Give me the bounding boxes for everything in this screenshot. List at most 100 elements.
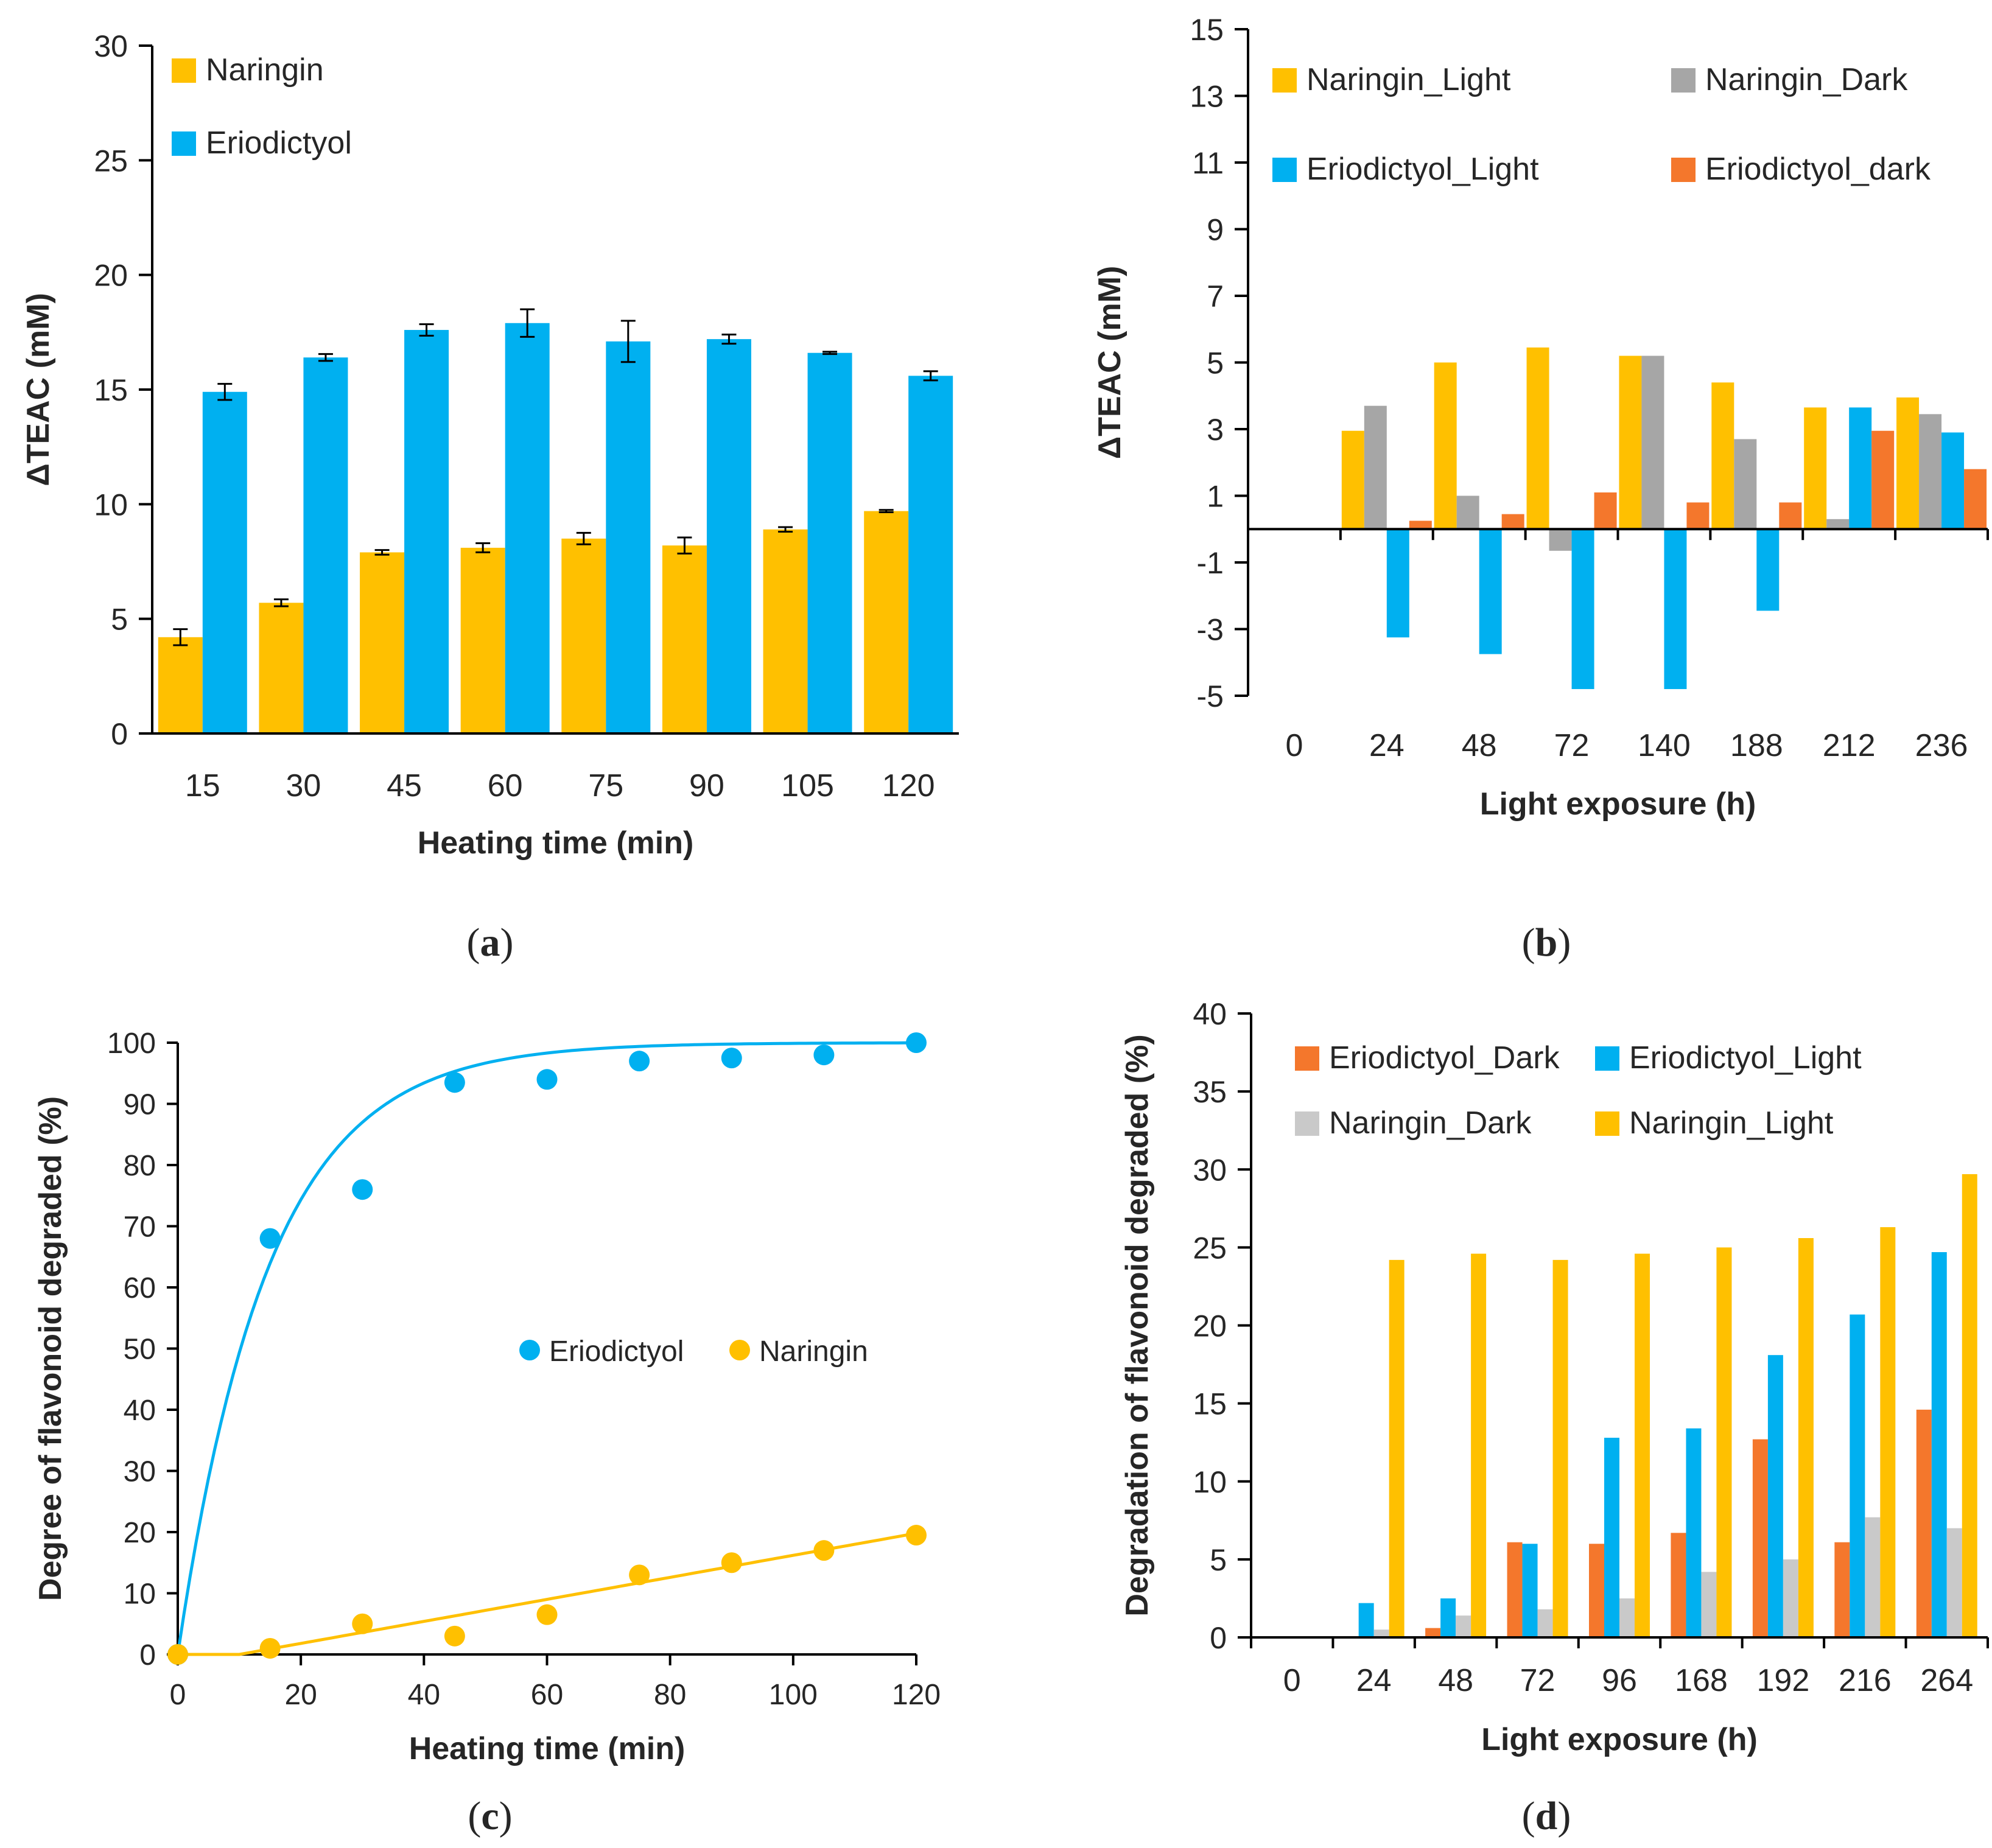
bar-eriodictyol-light	[1941, 432, 1965, 530]
point-naringin	[444, 1625, 465, 1647]
legend-label: Naringin_Dark	[1705, 62, 1908, 97]
bar-eriodictyol-light	[1522, 1544, 1538, 1637]
point-naringin	[629, 1564, 650, 1586]
bar-eriodictyol-dark	[1916, 1409, 1932, 1637]
legend-marker	[519, 1340, 540, 1360]
bar-eriodictyol-light	[1756, 529, 1780, 611]
legend-swatch	[1671, 68, 1696, 93]
point-eriodictyol	[629, 1051, 650, 1072]
bar-eriodictyol-light	[1479, 529, 1502, 654]
y-tick-label: -3	[1197, 613, 1224, 647]
legend-swatch	[1671, 158, 1696, 182]
legend-swatch	[1595, 1046, 1619, 1071]
y-axis-title: Degradation of flavonoid degraded (%)	[1120, 1034, 1155, 1616]
legend-swatch	[1295, 1111, 1319, 1136]
y-tick-label: 30	[1193, 1153, 1227, 1187]
x-tick-label: 45	[387, 768, 422, 803]
bar-naringin	[561, 538, 606, 733]
bar-naringin-dark	[1456, 1615, 1471, 1637]
bar-eriodictyol-light	[1849, 407, 1872, 530]
x-tick-label: 0	[1283, 1663, 1301, 1698]
bar-eriodictyol	[404, 330, 449, 733]
x-tick-label: 0	[1285, 728, 1303, 763]
bar-eriodictyol-light	[1767, 1355, 1783, 1637]
bar-eriodictyol	[706, 339, 751, 733]
legend-label: Eriodictyol_dark	[1705, 152, 1931, 187]
panel-label-b: (b)	[1522, 920, 1571, 965]
y-tick-label: 20	[1193, 1309, 1227, 1343]
legend-label: Naringin_Light	[1629, 1105, 1834, 1141]
bar-eriodictyol-dark	[1779, 502, 1802, 530]
bar-naringin-light	[1434, 362, 1457, 530]
y-axis-title: Degree of flavonoid degraded (%)	[33, 1096, 68, 1601]
x-tick-label: 0	[170, 1679, 186, 1711]
legend-marker	[729, 1340, 750, 1360]
y-tick-label: 9	[1207, 213, 1224, 247]
x-tick-label: 24	[1356, 1663, 1392, 1698]
x-tick-label: 100	[769, 1679, 818, 1711]
x-tick-label: 96	[1602, 1663, 1637, 1698]
bar-naringin-dark	[1946, 1528, 1962, 1637]
panel-label-c: (c)	[468, 1794, 512, 1838]
y-tick-label: 90	[124, 1089, 156, 1121]
bar-naringin-light	[1552, 1259, 1568, 1637]
bar-naringin-light	[1798, 1238, 1814, 1637]
x-tick-label: 72	[1554, 728, 1590, 763]
point-naringin	[813, 1540, 835, 1561]
x-tick-label: 140	[1638, 728, 1691, 763]
x-tick-label: 216	[1839, 1663, 1892, 1698]
bar-naringin-dark	[1549, 529, 1572, 551]
legend-swatch	[172, 131, 196, 156]
y-tick-label: 5	[1210, 1543, 1227, 1577]
x-tick-label: 30	[286, 768, 321, 803]
x-tick-label: 15	[185, 768, 220, 803]
bar-naringin-dark	[1619, 1598, 1635, 1637]
x-tick-label: 60	[531, 1679, 563, 1711]
legend-swatch	[172, 58, 196, 83]
x-tick-label: 80	[654, 1679, 686, 1711]
y-tick-label: 5	[1207, 346, 1224, 380]
x-tick-label: 20	[284, 1679, 317, 1711]
y-tick-label: 20	[94, 259, 128, 293]
legend-swatch	[1272, 158, 1297, 182]
bar-eriodictyol	[505, 323, 550, 733]
bar-eriodictyol-dark	[1501, 514, 1524, 530]
bar-naringin	[662, 545, 707, 733]
x-tick-label: 75	[588, 768, 623, 803]
y-tick-label: 40	[1193, 997, 1227, 1031]
bar-naringin-dark	[1456, 495, 1479, 530]
point-naringin	[721, 1552, 742, 1573]
y-tick-label: 5	[111, 603, 128, 637]
legend-label: Naringin_Light	[1306, 62, 1511, 97]
bar-naringin-light	[1880, 1227, 1896, 1637]
y-tick-label: 40	[124, 1395, 156, 1427]
point-naringin	[167, 1644, 188, 1665]
x-axis-title: Heating time (min)	[409, 1731, 686, 1766]
bar-eriodictyol-light	[1386, 529, 1409, 638]
x-tick-label: 120	[882, 768, 935, 803]
y-tick-label: 30	[124, 1456, 156, 1488]
bar-naringin-light	[1341, 430, 1364, 530]
y-tick-label: 80	[124, 1150, 156, 1182]
y-tick-label: 3	[1207, 413, 1224, 447]
y-tick-label: 35	[1193, 1075, 1227, 1109]
y-tick-label: 30	[94, 29, 128, 63]
bar-eriodictyol-light	[1850, 1314, 1865, 1637]
panel-label-a: (a)	[467, 920, 514, 965]
x-axis-title: Light exposure (h)	[1481, 1722, 1758, 1757]
x-tick-label: 90	[689, 768, 724, 803]
fit-curve-eriodictyol	[176, 1041, 916, 1655]
point-eriodictyol	[813, 1045, 835, 1066]
bar-eriodictyol-light	[1440, 1598, 1456, 1637]
bar-eriodictyol-dark	[1589, 1544, 1604, 1637]
x-tick-label: 212	[1823, 728, 1876, 763]
y-tick-label: 15	[94, 373, 128, 407]
bar-naringin	[259, 603, 304, 733]
bar-eriodictyol	[908, 376, 953, 733]
x-tick-label: 264	[1920, 1663, 1973, 1698]
bar-eriodictyol	[807, 352, 852, 733]
y-tick-label: -1	[1197, 546, 1224, 580]
y-tick-label: -5	[1197, 679, 1224, 713]
y-tick-label: 70	[124, 1211, 156, 1244]
